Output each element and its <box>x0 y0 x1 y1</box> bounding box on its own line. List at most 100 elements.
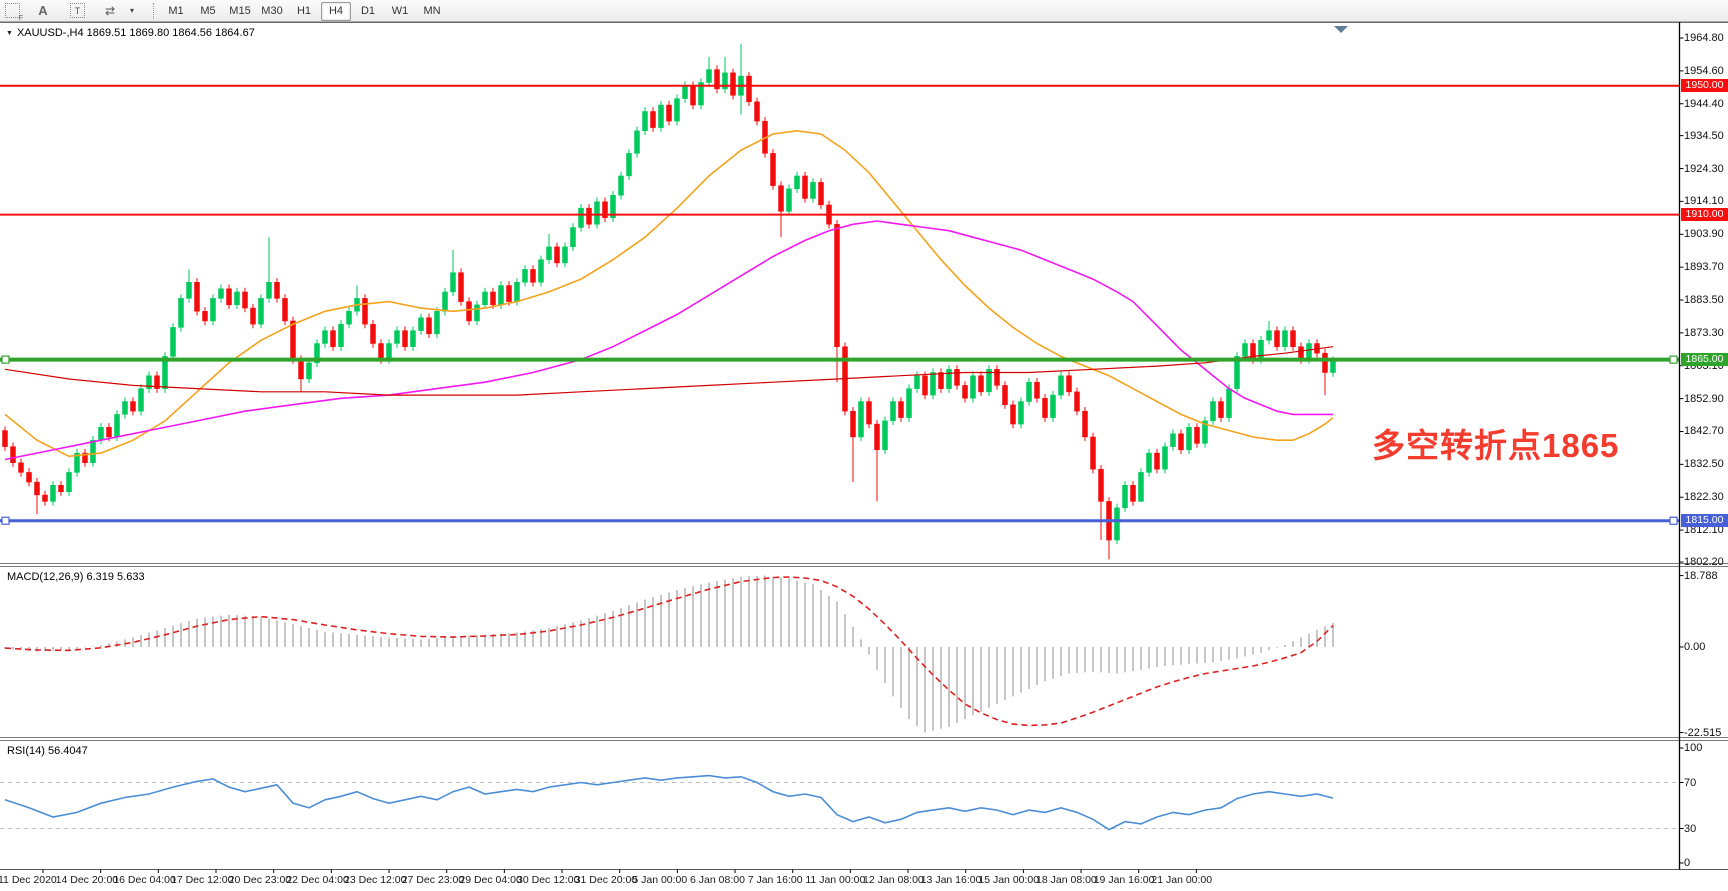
candle-up <box>1050 394 1056 418</box>
candle-down <box>1218 401 1224 418</box>
candle-down <box>898 401 904 418</box>
timeframe-button-D1[interactable]: D1 <box>360 4 376 17</box>
candle-up <box>74 452 80 473</box>
candle-down <box>746 75 752 103</box>
candle-up <box>786 188 792 212</box>
timeframe-button-H1[interactable]: H1 <box>296 4 312 17</box>
price-axis-label: 1852.90 <box>1684 392 1724 405</box>
price-axis-label: 1964.80 <box>1684 32 1724 44</box>
date-axis-label: 20 Dec 23:00 <box>228 874 292 886</box>
candle-down <box>770 153 776 186</box>
date-axis-label: 7 Jan 16:00 <box>747 874 803 886</box>
candle-up <box>642 111 648 132</box>
candle-down <box>34 481 40 496</box>
candle-down <box>226 288 232 306</box>
candle-up <box>1146 452 1152 473</box>
timeframe-button-H4[interactable]: H4 <box>321 1 351 21</box>
candle-up <box>890 401 896 422</box>
toolbar: A T ⇄ ▾ M1 M5 M15 M30 H1 H4 D1 W1 MN <box>0 0 1728 22</box>
price-axis-label: 1914.10 <box>1684 195 1724 208</box>
date-axis-label: 29 Dec 04:00 <box>459 874 522 886</box>
candle-up <box>482 291 488 306</box>
candle-down <box>938 372 944 389</box>
timeframe-button-M1[interactable]: M1 <box>168 4 184 17</box>
line-anchor-handle[interactable] <box>1669 355 1678 364</box>
macd-axis-label: 18.788 <box>1684 569 1718 582</box>
candle-up <box>882 420 888 451</box>
candle-up <box>930 372 936 396</box>
candle-down <box>1066 375 1072 393</box>
price-axis-label: 1802.20 <box>1684 556 1724 568</box>
candle-down <box>370 323 376 344</box>
candle-down <box>1130 485 1136 502</box>
dotted-grid-f-icon[interactable] <box>2 2 23 22</box>
candlestick-chart-canvas[interactable] <box>0 22 1728 891</box>
candle-down <box>650 111 656 128</box>
price-axis-label: 1873.30 <box>1684 326 1724 339</box>
candle-up <box>906 388 912 418</box>
line-anchor-handle[interactable] <box>1 516 10 525</box>
candle-up <box>698 82 704 106</box>
candle-up <box>946 369 952 389</box>
candle-down <box>754 101 760 122</box>
candle-up <box>434 311 440 335</box>
candle-up <box>1242 343 1248 357</box>
candle-up <box>186 282 192 299</box>
candle-up <box>314 343 320 364</box>
timeframe-button-W1[interactable]: W1 <box>391 4 409 17</box>
candle-up <box>98 427 104 441</box>
candle-up <box>1282 330 1288 347</box>
date-axis-label: 11 Dec 2020 <box>0 874 57 886</box>
candle-up <box>682 85 688 99</box>
timeframe-button-MN[interactable]: MN <box>423 4 441 17</box>
candle-down <box>730 72 736 96</box>
candle-down <box>778 185 784 212</box>
line-anchor-handle[interactable] <box>1 355 10 364</box>
date-axis-label: 15 Jan 00:00 <box>978 874 1040 886</box>
candle-down <box>666 104 672 122</box>
candle-down <box>850 410 856 438</box>
price-axis-label: 1944.40 <box>1684 97 1724 110</box>
date-axis-label: 6 Jan 08:00 <box>690 874 745 886</box>
candle-up <box>178 298 184 328</box>
candle-up <box>442 291 448 312</box>
rsi-indicator-label: RSI(14) 56.4047 <box>7 745 88 757</box>
scroll-position-marker-icon[interactable] <box>1334 26 1348 33</box>
timeframe-button-M15[interactable]: M15 <box>229 4 251 17</box>
candle-down <box>402 330 408 347</box>
price-axis-label: 1954.60 <box>1684 64 1724 77</box>
chart-title: ▼ XAUUSD-,H4 1869.51 1869.80 1864.56 1864… <box>6 27 255 39</box>
candle-down <box>250 307 256 325</box>
candle-up <box>386 343 392 360</box>
candle-up <box>986 369 992 393</box>
rsi-axis-label: 30 <box>1684 822 1697 835</box>
candle-down <box>586 207 592 225</box>
candle-up <box>122 401 128 415</box>
candle-up <box>658 104 664 128</box>
candle-down <box>130 401 136 412</box>
price-axis-label: 1822.30 <box>1684 491 1724 504</box>
candle-up <box>1018 401 1024 425</box>
candle-down <box>922 375 928 396</box>
dropdown-caret-icon[interactable]: ▾ <box>129 6 134 15</box>
text-label-icon[interactable]: A <box>38 3 48 18</box>
timeframe-button-M5[interactable]: M5 <box>200 4 216 17</box>
ma-magenta-line <box>4 220 1333 461</box>
candle-up <box>114 414 120 438</box>
timeframe-button-M30[interactable]: M30 <box>261 4 283 17</box>
candle-down <box>530 269 536 283</box>
candle-down <box>10 446 16 463</box>
price-annotation: 多空转折点1865 <box>1372 427 1620 464</box>
candle-down <box>874 423 880 451</box>
candle-up <box>706 69 712 83</box>
candle-up <box>970 375 976 399</box>
line-anchor-handle[interactable] <box>1669 516 1678 525</box>
price-axis-label: 1934.50 <box>1684 129 1724 142</box>
ma-red-line <box>4 346 1334 396</box>
arrows-icon[interactable]: ⇄ <box>104 3 116 18</box>
candle-up <box>1226 388 1232 418</box>
candle-down <box>274 282 280 299</box>
symbol-collapse-icon[interactable]: ▼ <box>6 30 13 37</box>
candle-down <box>42 494 48 502</box>
text-box-icon[interactable]: T <box>56 2 85 20</box>
